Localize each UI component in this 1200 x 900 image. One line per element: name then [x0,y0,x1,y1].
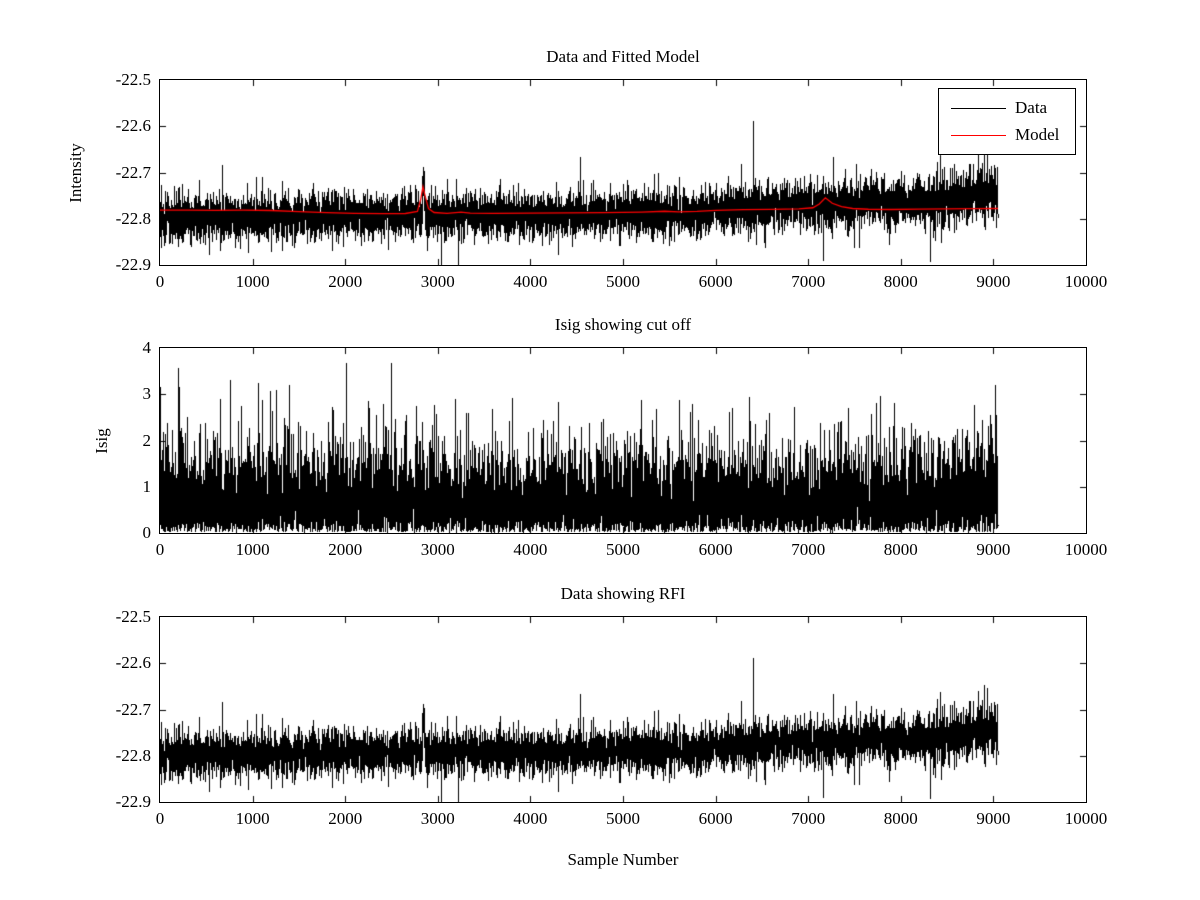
y-tick-label: 3 [142,384,152,404]
x-tick-label: 9000 [976,540,1011,559]
x-tick-label: 3000 [420,272,455,291]
x-tick-label: 3000 [420,540,455,559]
y-tick-label: -22.6 [115,653,151,673]
plot-title: Isig showing cut off [554,315,692,334]
x-tick-label: 4000 [513,809,548,828]
y-tick-label: -22.5 [115,607,151,626]
x-tick-label: 4000 [513,540,548,559]
y-tick-label: -22.6 [115,116,151,136]
x-tick-label: 6000 [698,809,733,828]
x-axis-label: Sample Number [567,850,679,869]
y-tick-label: -22.8 [115,208,151,228]
x-tick-label: 1000 [235,272,270,291]
x-tick-label: 10000 [1064,272,1108,291]
legend-entry-model: Model [951,125,1075,145]
y-tick-label: -22.9 [115,255,151,274]
plot-area: Data Model [159,79,1087,266]
plot-title: Data showing RFI [560,584,686,603]
x-tick-label: 4000 [513,272,548,291]
x-tick-label: 0 [155,809,165,828]
x-tick-label: 8000 [883,272,918,291]
y-tick-label: -22.7 [115,162,151,182]
x-tick-label: 0 [155,540,165,559]
x-tick-label: 3000 [420,809,455,828]
x-tick-label: 5000 [606,540,640,559]
plot-canvas [160,617,1086,802]
x-tick-label: 6000 [698,540,733,559]
legend-label: Model [1015,125,1060,144]
legend-entry-data: Data [951,98,1075,118]
x-tick-label: 7000 [791,540,826,559]
x-tick-label: 7000 [791,809,826,828]
x-tick-label: 8000 [883,540,918,559]
plot-canvas [160,348,1086,533]
x-tick-label: 5000 [606,809,640,828]
plot-area [159,616,1087,803]
x-tick-label: 8000 [883,809,918,828]
x-tick-label: 9000 [976,272,1011,291]
x-tick-label: 10000 [1064,540,1108,559]
x-tick-label: 9000 [976,809,1011,828]
x-tick-label: 2000 [328,272,363,291]
plot-canvas [160,80,1086,265]
y-tick-label: 4 [142,338,152,357]
x-tick-label: 5000 [606,272,640,291]
x-tick-label: 0 [155,272,165,291]
x-tick-label: 6000 [698,272,733,291]
x-tick-label: 1000 [235,809,270,828]
x-tick-label: 1000 [235,540,270,559]
y-tick-label: -22.5 [115,70,151,89]
legend-line-sample-data [951,107,1006,109]
legend: Data Model [938,88,1076,155]
y-tick-label: 2 [142,430,152,450]
legend-label: Data [1015,98,1048,117]
y-tick-label: 0 [142,523,152,542]
plot-area [159,347,1087,534]
y-tick-label: 1 [142,476,152,496]
y-tick-label: -22.9 [115,792,151,811]
y-tick-label: -22.7 [115,699,151,719]
x-tick-label: 7000 [791,272,826,291]
plot-title: Data and Fitted Model [546,47,700,66]
x-tick-label: 2000 [328,540,363,559]
x-tick-label: 2000 [328,809,363,828]
legend-line-sample-model [951,134,1006,136]
y-tick-label: -22.8 [115,745,151,765]
x-tick-label: 10000 [1064,809,1108,828]
